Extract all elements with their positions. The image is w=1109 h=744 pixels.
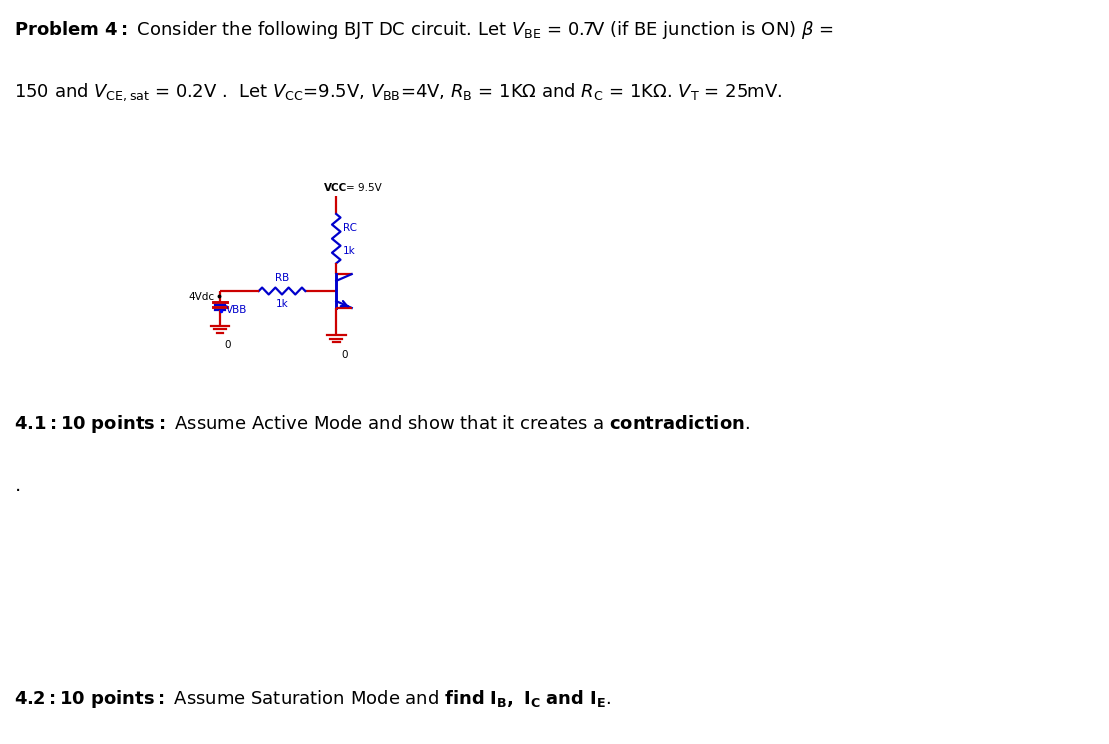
Text: $\mathbf{4.2: 10\ points:}$ Assume Saturation Mode and $\mathbf{find\ I_B,\ I_C\: $\mathbf{4.2: 10\ points:}$ Assume Satur… <box>14 688 611 711</box>
Text: 0: 0 <box>225 340 231 350</box>
Text: 1k: 1k <box>343 246 356 257</box>
Text: 4Vdc: 4Vdc <box>189 292 214 302</box>
Text: RC: RC <box>343 223 357 234</box>
Text: .: . <box>14 476 21 496</box>
Text: 1k: 1k <box>276 299 288 309</box>
Text: 150 and $V_\mathrm{CE,sat}$ = 0.2V .  Let $V_\mathrm{CC}$=9.5V, $V_\mathrm{BB}$=: 150 and $V_\mathrm{CE,sat}$ = 0.2V . Let… <box>14 82 783 103</box>
Text: $\mathbf{4.1: 10\ points:}$ Assume Active Mode and show that it creates a $\math: $\mathbf{4.1: 10\ points:}$ Assume Activ… <box>14 413 751 435</box>
Text: $\mathbf{Problem\ 4:}$ Consider the following BJT DC circuit. Let $V_\mathrm{BE}: $\mathbf{Problem\ 4:}$ Consider the foll… <box>14 19 834 41</box>
Text: = 9.5V: = 9.5V <box>346 183 381 193</box>
Text: VCC: VCC <box>324 183 347 193</box>
Text: VBB: VBB <box>225 305 247 315</box>
Text: 0: 0 <box>340 350 347 359</box>
Text: RB: RB <box>275 273 289 283</box>
